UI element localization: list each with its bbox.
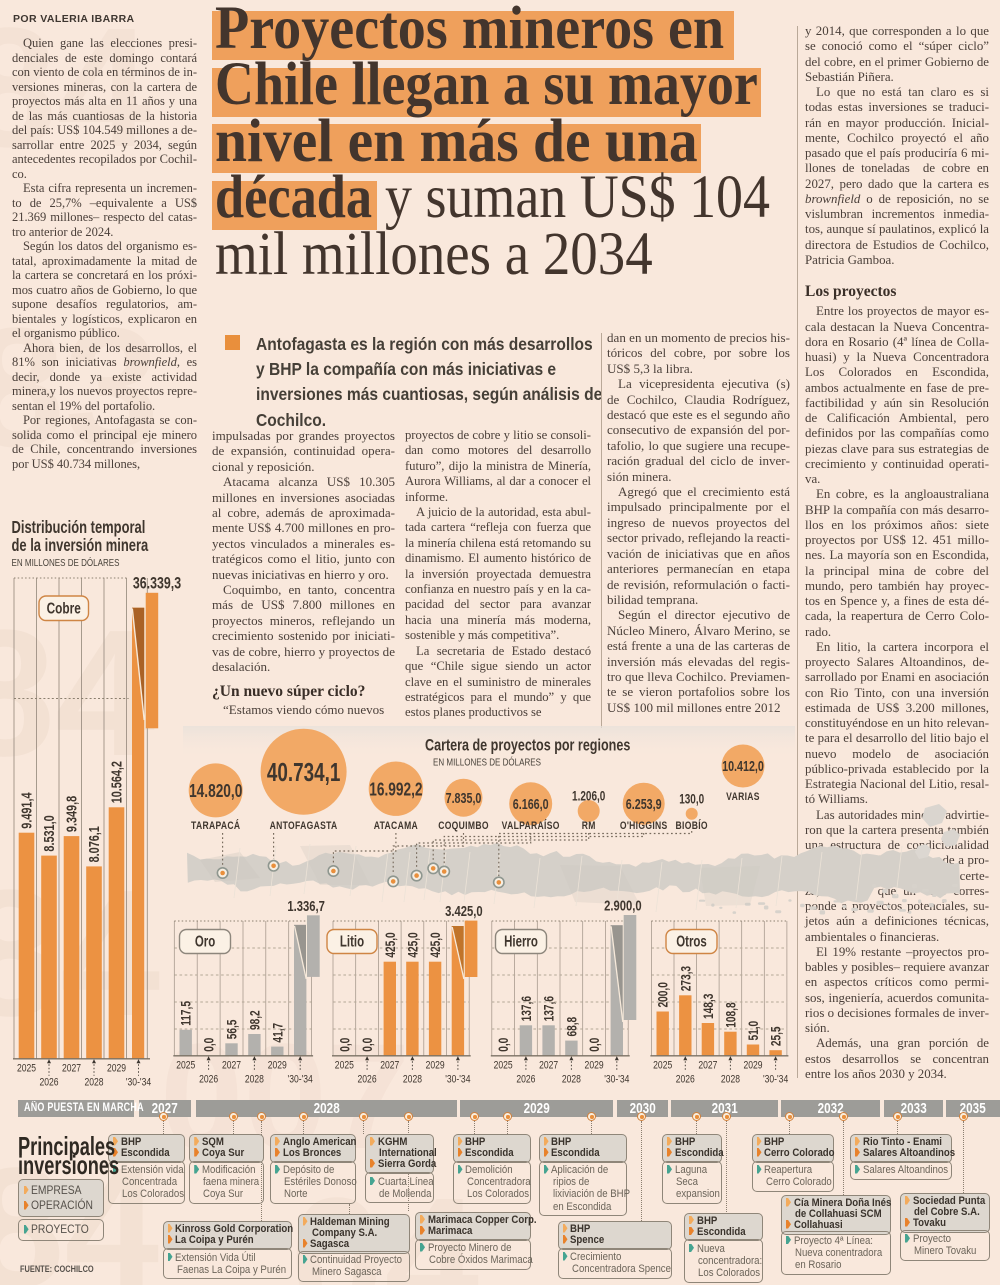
svg-text:2029: 2029 [426,1060,446,1072]
svg-text:56,5: 56,5 [224,1019,240,1039]
svg-text:ATACAMA: ATACAMA [374,820,418,832]
svg-text:2025: 2025 [494,1060,514,1072]
svg-text:8.531,0: 8.531,0 [40,815,57,851]
svg-text:2025: 2025 [335,1060,355,1072]
svg-text:BIOBÍO: BIOBÍO [676,820,708,832]
svg-text:6.253,9: 6.253,9 [626,795,662,812]
svg-text:2028: 2028 [721,1074,741,1086]
svg-text:1.206,0: 1.206,0 [572,788,606,804]
svg-text:EN MILLONES DE DÓLARES: EN MILLONES DE DÓLARES [12,557,120,568]
svg-text:200,0: 200,0 [655,982,671,1008]
svg-text:VALPARAÍSO: VALPARAÍSO [502,820,560,832]
svg-text:3.425,0: 3.425,0 [445,903,483,920]
svg-text:'30-'34: '30-'34 [126,1077,152,1089]
svg-text:40.734,1: 40.734,1 [267,758,340,786]
svg-text:2029: 2029 [107,1063,127,1075]
svg-text:2.900,0: 2.900,0 [604,897,642,914]
svg-text:7.835,0: 7.835,0 [446,789,482,806]
svg-text:EN MILLONES DE DÓLARES: EN MILLONES DE DÓLARES [433,757,541,768]
svg-text:51,0: 51,0 [746,1021,762,1041]
svg-text:2029: 2029 [268,1060,288,1072]
svg-text:0,0: 0,0 [337,1037,353,1051]
svg-text:9.491,4: 9.491,4 [18,792,35,829]
svg-text:98,2: 98,2 [247,1010,263,1030]
svg-text:2027: 2027 [222,1060,241,1072]
svg-text:2025: 2025 [653,1060,673,1072]
svg-text:36.339,3: 36.339,3 [133,575,181,593]
svg-text:Hierro: Hierro [504,933,538,950]
svg-text:425,0: 425,0 [382,932,398,958]
svg-text:10.564,2: 10.564,2 [108,761,125,803]
svg-text:Cartera de proyectos por regio: Cartera de proyectos por regiones [425,736,630,755]
svg-text:130,0: 130,0 [679,791,704,807]
svg-text:'30-'34: '30-'34 [604,1074,630,1086]
svg-text:108,8: 108,8 [723,1002,739,1028]
svg-text:0,0: 0,0 [201,1037,217,1051]
svg-text:'30-'34: '30-'34 [445,1074,471,1086]
svg-text:2025: 2025 [17,1063,37,1075]
svg-text:Cobre: Cobre [47,599,81,617]
svg-text:2029: 2029 [743,1060,763,1072]
svg-text:2025: 2025 [176,1060,196,1072]
svg-text:0,0: 0,0 [360,1037,376,1051]
svg-text:2028: 2028 [245,1074,265,1086]
svg-text:14.820,0: 14.820,0 [189,781,242,801]
svg-text:2027: 2027 [539,1060,558,1072]
svg-text:O'HIGGINS: O'HIGGINS [620,820,668,832]
svg-text:2027: 2027 [698,1060,717,1072]
svg-text:137,6: 137,6 [518,996,534,1022]
svg-text:16.992,2: 16.992,2 [369,779,422,799]
svg-text:2026: 2026 [358,1074,378,1086]
svg-text:ANTOFAGASTA: ANTOFAGASTA [270,820,338,832]
svg-text:2028: 2028 [403,1074,423,1086]
svg-text:68,8: 68,8 [564,1017,580,1037]
svg-text:10.412,0: 10.412,0 [722,758,764,775]
svg-text:117,5: 117,5 [178,1001,194,1026]
svg-text:8.076,1: 8.076,1 [85,826,102,862]
svg-text:VARIAS: VARIAS [726,791,760,803]
svg-text:0,0: 0,0 [587,1037,603,1051]
svg-text:Litio: Litio [340,933,364,950]
svg-text:41,7: 41,7 [270,1023,286,1043]
svg-text:6.166,0: 6.166,0 [513,795,549,812]
svg-text:Otros: Otros [676,933,707,950]
svg-text:2026: 2026 [39,1077,59,1089]
svg-text:2028: 2028 [562,1074,582,1086]
svg-text:137,6: 137,6 [541,996,557,1022]
svg-text:0,0: 0,0 [496,1037,512,1051]
svg-text:2029: 2029 [585,1060,605,1072]
svg-text:2028: 2028 [84,1077,104,1089]
svg-text:Oro: Oro [195,933,215,950]
svg-text:Distribución temporal: Distribución temporal [12,518,146,538]
svg-text:9.349,8: 9.349,8 [63,796,80,832]
svg-text:2026: 2026 [516,1074,536,1086]
svg-text:425,0: 425,0 [428,932,444,958]
svg-text:2026: 2026 [199,1074,219,1086]
svg-text:COQUIMBO: COQUIMBO [438,820,489,832]
svg-text:'30-'34: '30-'34 [763,1074,789,1086]
svg-text:'30-'34: '30-'34 [288,1074,314,1086]
svg-text:2027: 2027 [62,1063,81,1075]
svg-text:148,3: 148,3 [700,993,716,1019]
svg-text:RM: RM [582,820,596,832]
svg-text:de la inversión minera: de la inversión minera [12,536,149,556]
svg-text:TARAPACÁ: TARAPACÁ [191,820,240,832]
svg-text:2027: 2027 [380,1060,399,1072]
svg-text:25,5: 25,5 [768,1026,784,1046]
svg-text:1.336,7: 1.336,7 [287,897,325,914]
svg-text:425,0: 425,0 [405,932,421,958]
svg-text:2026: 2026 [676,1074,696,1086]
svg-text:273,3: 273,3 [678,966,694,992]
